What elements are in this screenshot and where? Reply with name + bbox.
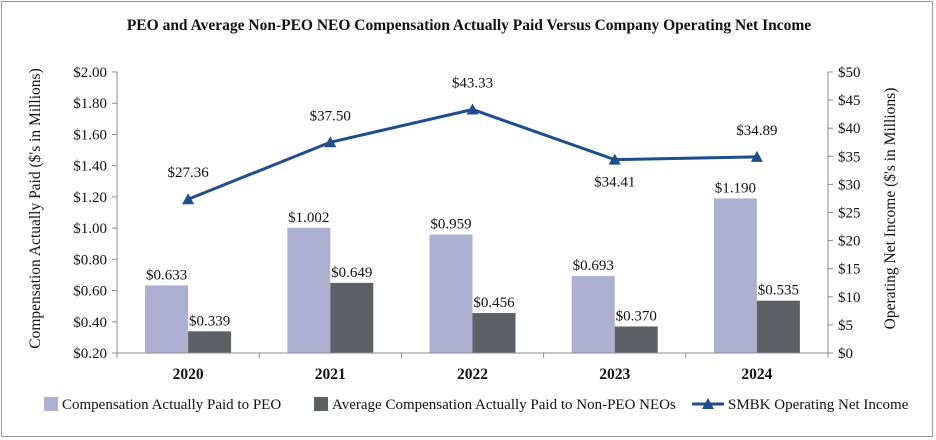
y-left-tick-label: $1.40 <box>73 159 107 175</box>
bar-peo <box>287 227 331 353</box>
data-label-peo: $1.190 <box>715 180 756 196</box>
x-category-label: 2022 <box>457 366 488 383</box>
y-left-tick-label: $0.60 <box>73 284 107 300</box>
y-axis-left-label: Compensation Actually Paid ($'s in Milli… <box>27 68 44 349</box>
y-right-tick-label: $0 <box>838 346 853 362</box>
legend-label-non-peo: Average Compensation Actually Paid to No… <box>332 397 676 413</box>
x-category-label: 2020 <box>173 366 204 383</box>
data-label-net-income: $37.50 <box>310 108 351 124</box>
bar-peo <box>145 285 189 353</box>
y-left-tick-label: $0.80 <box>73 252 107 268</box>
y-axis-right-label: Operating Net Income ($'s in Millions) <box>882 88 899 330</box>
y-left-tick-label: $1.80 <box>73 96 107 112</box>
bar-non-peo <box>188 331 232 353</box>
y-right-tick-label: $5 <box>838 318 853 334</box>
y-left-tick-label: $0.40 <box>73 315 107 331</box>
y-right-tick-label: $45 <box>838 93 861 109</box>
bars-group <box>145 198 800 353</box>
y-right-tick-label: $15 <box>838 262 861 278</box>
data-labels-group: $0.633 $1.002 $0.959 $0.693 $1.190 $0.339 $0.6… <box>146 75 799 329</box>
y-left-tick-label: $2.00 <box>73 65 107 81</box>
data-label-net-income: $34.89 <box>736 123 777 139</box>
y-right-tick-label: $10 <box>838 290 861 306</box>
legend: Compensation Actually Paid to PEO Average… <box>44 397 909 413</box>
data-label-peo: $0.693 <box>573 258 614 274</box>
y-left-tick-label: $1.00 <box>73 221 107 237</box>
net-income-marker <box>750 150 763 162</box>
y-right-tick-label: $35 <box>838 149 861 165</box>
bar-peo <box>429 234 473 353</box>
x-category-label: 2021 <box>315 366 346 383</box>
chart-title: PEO and Average Non-PEO NEO Compensation… <box>127 17 811 34</box>
data-label-net-income: $34.41 <box>594 175 635 191</box>
bar-non-peo <box>614 326 658 353</box>
legend-swatch-non-peo <box>314 397 328 411</box>
net-income-line <box>187 107 757 201</box>
y-left-tick-label: $1.20 <box>73 190 107 206</box>
y-right-tick-label: $30 <box>838 177 861 193</box>
y-right-tick-label: $50 <box>838 65 861 81</box>
net-income-marker <box>608 153 621 165</box>
data-label-non-peo: $0.649 <box>331 265 372 281</box>
legend-marker-net-income <box>702 398 714 409</box>
x-category-label: 2024 <box>741 366 772 383</box>
y-right-tick-label: $25 <box>838 206 861 222</box>
x-category-label: 2023 <box>599 366 630 383</box>
data-label-peo: $1.002 <box>288 210 329 226</box>
legend-swatch-peo <box>44 397 58 411</box>
y-left-tick-label: $0.20 <box>73 346 107 362</box>
legend-label-net-income: SMBK Operating Net Income <box>728 397 909 413</box>
y-left-tick-label: $1.60 <box>73 127 107 143</box>
line-series-group <box>182 103 763 205</box>
data-label-non-peo: $0.370 <box>616 308 657 324</box>
bar-peo <box>571 276 615 353</box>
data-label-non-peo: $0.535 <box>758 283 799 299</box>
data-label-net-income: $43.33 <box>452 75 493 91</box>
data-label-non-peo: $0.456 <box>473 295 515 311</box>
legend-label-peo: Compensation Actually Paid to PEO <box>62 397 281 413</box>
net-income-marker <box>182 193 195 205</box>
y-right-tick-label: $40 <box>838 121 861 137</box>
data-label-peo: $0.959 <box>430 217 471 233</box>
data-label-non-peo: $0.339 <box>189 313 230 329</box>
data-label-peo: $0.633 <box>146 267 187 283</box>
bar-non-peo <box>330 282 374 353</box>
net-income-marker <box>466 103 479 115</box>
bar-non-peo <box>472 313 516 353</box>
y-right-tick-label: $20 <box>838 234 861 250</box>
bar-peo <box>713 198 757 353</box>
data-label-net-income: $27.36 <box>167 165 209 181</box>
bar-non-peo <box>756 300 800 353</box>
axes-group: $0.20 $0.40 $0.60 $0.80 $1.00 $1.20 $1.40 $1.60… <box>73 65 860 383</box>
net-income-marker <box>324 136 337 148</box>
